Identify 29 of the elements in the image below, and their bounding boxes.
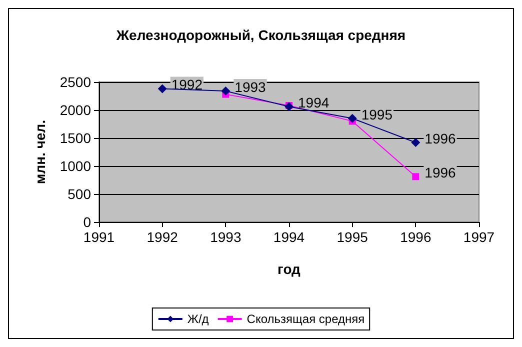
y-tick-label: 0: [83, 214, 92, 230]
chart-title: Железнодорожный, Скользящая средняя: [115, 27, 406, 43]
x-axis-title: год: [278, 261, 301, 277]
annotation: 1995: [361, 106, 393, 122]
annotation: 1996: [424, 164, 456, 181]
x-tick-label: 1997: [463, 229, 495, 245]
point: [412, 173, 420, 180]
y-tick-label: 500: [68, 186, 92, 202]
point: [348, 114, 357, 123]
x-tick-label: 1992: [146, 229, 178, 245]
x-tick-label: 1991: [83, 229, 115, 245]
y-tick-label: 1000: [60, 158, 92, 174]
annotation: 1996: [424, 130, 456, 146]
y-tick-label: 2500: [60, 74, 92, 90]
point: [411, 138, 420, 147]
legend-label: Скользящая средняя: [246, 312, 365, 326]
legend-label: Ж/д: [187, 312, 209, 326]
annotation: 1992: [171, 76, 203, 93]
point: [158, 84, 167, 94]
y-tick-label: 2000: [60, 102, 92, 118]
x-tick-label: 1995: [336, 229, 368, 245]
y-tick-label: 1500: [60, 130, 92, 146]
y-axis-title: млн. чел.: [32, 120, 48, 184]
x-tick-label: 1994: [273, 229, 305, 245]
annotation: 1994: [298, 94, 330, 111]
x-tick-label: 1996: [400, 229, 432, 245]
point: [221, 86, 230, 96]
x-tick-label: 1993: [210, 229, 242, 245]
annotation: 1993: [234, 78, 266, 95]
